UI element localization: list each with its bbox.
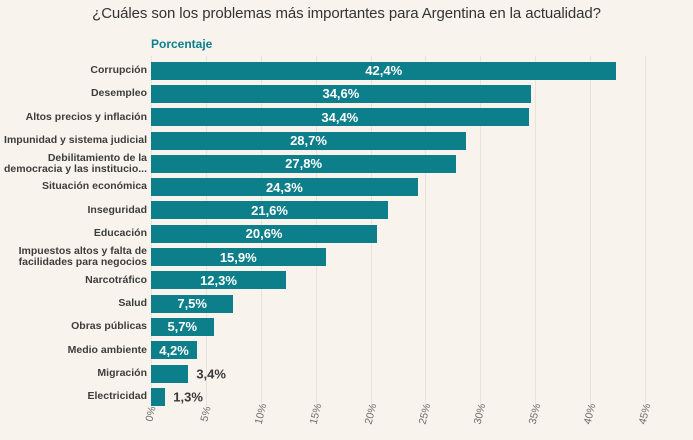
bar-row: Inseguridad 21,6% [0, 199, 693, 222]
bar-track: 42,4% [151, 61, 645, 80]
bar[interactable]: 20,6% [151, 224, 378, 243]
category-label: Educación [93, 227, 147, 240]
value-label: 1,3% [173, 389, 203, 405]
bar-row: Desempleo 34,6% [0, 82, 693, 105]
bar-chart-rows: Corrupción 42,4% Desempleo 34,6% Altos preci… [0, 59, 693, 408]
bar-track: 5,7% [151, 317, 645, 336]
category-label: Impunidad y sistema judicial [4, 133, 147, 146]
bar-track: 15,9% [151, 248, 645, 267]
value-label: 3,4% [196, 366, 226, 381]
bar-row: Educación 20,6% [0, 222, 693, 245]
category-label: Situación económica [41, 180, 147, 193]
axis-title: Porcentaje [151, 37, 213, 51]
bar[interactable]: 7,5% [151, 294, 234, 313]
value-label: 27,8% [285, 156, 323, 172]
bar[interactable]: 28,7% [151, 131, 467, 150]
value-label: 20,6% [245, 226, 283, 242]
bar-track: 24,3% [151, 178, 645, 197]
bar[interactable]: 12,3% [151, 271, 287, 290]
bar-track: 28,7% [151, 131, 645, 150]
bar-track: 34,4% [151, 108, 645, 127]
bar-track: 7,5% [151, 294, 645, 313]
bar-row: Electricidad 1,3% [0, 385, 693, 408]
bar[interactable]: 15,9% [151, 248, 326, 267]
bar-row: Corrupción 42,4% [0, 59, 693, 82]
bar-row: Debilitamiento de la democracia y las in… [0, 152, 693, 175]
bar[interactable]: 21,6% [151, 201, 389, 220]
category-label: Impuestos altos y falta de facilidades p… [18, 244, 147, 269]
bar[interactable]: 4,2% [151, 341, 198, 360]
category-label: Migración [97, 366, 147, 379]
bar[interactable]: 34,4% [151, 108, 529, 127]
gridline [480, 56, 482, 407]
bar[interactable]: 34,6% [151, 84, 531, 103]
bar-row: Impuestos altos y falta de facilidades p… [0, 245, 693, 268]
bar-row: Medio ambiente 4,2% [0, 339, 693, 362]
gridline [425, 56, 427, 407]
bar-row: Narcotráfico 12,3% [0, 269, 693, 292]
gridline [645, 56, 646, 407]
bar-track: 21,6% [151, 201, 645, 220]
value-label: 34,6% [322, 86, 360, 102]
gridline [590, 56, 592, 407]
bar-row: Migración 3,4% [0, 362, 693, 385]
bar-row: Salud 7,5% [0, 292, 693, 315]
bar-track: 3,4% [151, 364, 645, 383]
value-label: 7,5% [177, 296, 207, 312]
bar[interactable] [151, 364, 189, 383]
x-axis: 0% 5% 10% 15% 20% 25% 30% 35% 40% 45% [143, 400, 653, 440]
chart-title: ¿Cuáles son los problemas más importante… [92, 5, 601, 22]
value-label: 28,7% [290, 133, 327, 149]
bar-track: 4,2% [151, 341, 645, 360]
bar[interactable]: 5,7% [151, 317, 214, 336]
bar-track: 27,8% [151, 154, 645, 173]
category-label: Desempleo [90, 87, 147, 100]
bar-track: 1,3% [151, 387, 645, 406]
bar[interactable]: 24,3% [151, 178, 418, 197]
value-label: 34,4% [321, 109, 359, 125]
gridline [535, 56, 537, 407]
category-label: Altos precios y inflación [25, 110, 147, 123]
category-label: Debilitamiento de la democracia y las in… [4, 151, 147, 175]
value-label: 24,3% [265, 179, 303, 195]
bar-track: 20,6% [151, 224, 645, 243]
bar-row: Situación económica 24,3% [0, 175, 693, 198]
value-label: 4,2% [159, 342, 189, 358]
value-label: 21,6% [251, 202, 288, 218]
category-label: Electricidad [87, 390, 147, 403]
bar-row: Impunidad y sistema judicial 28,7% [0, 129, 693, 152]
category-label: Corrupción [90, 63, 147, 76]
category-label: Inseguridad [87, 203, 147, 216]
value-label: 15,9% [219, 249, 257, 265]
bar-row: Altos precios y inflación 34,4% [0, 106, 693, 129]
bar-track: 34,6% [151, 84, 645, 103]
category-label: Obras públicas [71, 320, 147, 333]
bar-track: 12,3% [151, 271, 645, 290]
category-label: Narcotráfico [85, 273, 147, 286]
bar[interactable]: 42,4% [151, 61, 617, 80]
bar[interactable] [151, 387, 166, 406]
category-label: Salud [118, 296, 147, 309]
bar[interactable]: 27,8% [151, 154, 457, 173]
value-label: 12,3% [200, 272, 237, 288]
bar-row: Obras públicas 5,7% [0, 315, 693, 338]
category-label: Medio ambiente [67, 343, 147, 356]
value-label: 5,7% [167, 319, 198, 335]
value-label: 42,4% [365, 63, 403, 79]
